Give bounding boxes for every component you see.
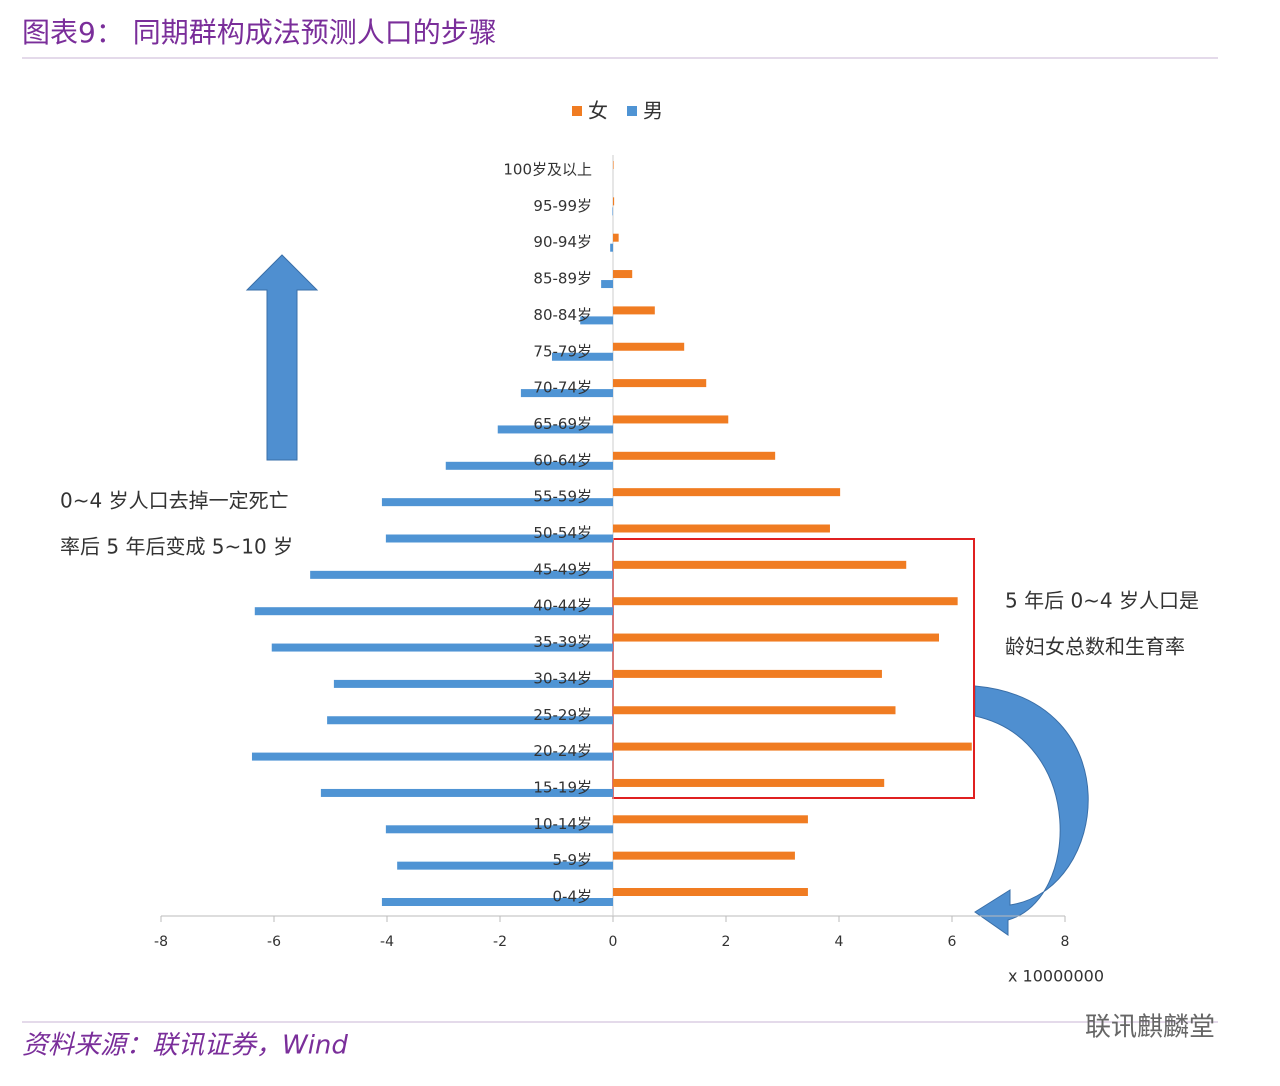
y-tick-label: 15-19岁 <box>533 778 592 796</box>
x-tick-label: 0 <box>609 934 618 950</box>
y-tick-label: 95-99岁 <box>533 197 592 215</box>
y-tick-label: 55-59岁 <box>533 488 592 506</box>
bar <box>385 534 613 543</box>
bar <box>327 716 613 725</box>
chart-title: 图表9： 同期群构成法预测人口的步骤 <box>22 16 497 49</box>
y-tick-label: 80-84岁 <box>533 306 592 324</box>
x-tick-label: -4 <box>380 934 394 950</box>
up-arrow <box>245 254 319 461</box>
bar <box>613 233 619 242</box>
bar <box>613 488 841 497</box>
y-tick-label: 70-74岁 <box>533 379 592 397</box>
source: 资料来源：联讯证券，Wind <box>22 1031 348 1061</box>
bar <box>613 197 615 206</box>
bar <box>613 888 808 896</box>
bar <box>613 633 940 642</box>
bar <box>251 752 613 761</box>
y-tick-label: 90-94岁 <box>533 233 592 251</box>
bar <box>613 415 729 424</box>
x-unit-label: x 10000000 <box>1008 967 1104 986</box>
bar <box>551 352 613 361</box>
annotation: 0~4 岁人口去掉一定死亡 <box>60 489 289 513</box>
y-tick-label: 75-79岁 <box>533 342 592 360</box>
bar <box>310 570 613 579</box>
bar <box>613 851 795 860</box>
highlight-box <box>612 538 975 799</box>
annotation: 5 年后 0~4 岁人口是 <box>1005 589 1199 613</box>
bar <box>613 161 614 169</box>
bar <box>613 597 958 606</box>
bar <box>601 280 613 289</box>
y-tick-label: 20-24岁 <box>533 742 592 760</box>
y-tick-label: 35-39岁 <box>533 633 592 651</box>
bar <box>320 788 613 797</box>
y-tick-label: 5-9岁 <box>553 851 593 869</box>
bar <box>254 607 614 616</box>
x-tick-label: -8 <box>154 934 168 950</box>
bar <box>613 560 907 569</box>
x-tick-label: 8 <box>1061 934 1070 950</box>
x-tick-label: -2 <box>493 934 507 950</box>
y-tick-label: 100岁及以上 <box>503 161 592 179</box>
annotation: 龄妇女总数和生育率 <box>1005 635 1185 659</box>
y-tick-label: 65-69岁 <box>533 415 592 433</box>
bar <box>497 425 613 434</box>
bar <box>613 524 830 533</box>
bar <box>397 861 613 870</box>
bar <box>613 669 882 678</box>
bar <box>381 498 613 507</box>
bar <box>271 643 613 652</box>
bar <box>381 898 613 906</box>
y-tick-label: 10-14岁 <box>533 815 592 833</box>
bar <box>613 306 655 315</box>
bar <box>613 342 685 351</box>
watermark: 联讯麒麟堂 <box>1085 1013 1215 1043</box>
y-tick-label: 60-64岁 <box>533 451 592 469</box>
bar <box>612 207 613 216</box>
bar <box>613 270 633 279</box>
y-tick-label: 85-89岁 <box>533 270 592 288</box>
x-tick-label: 2 <box>722 934 731 950</box>
legend-label: 男 <box>643 99 663 123</box>
legend-label: 女 <box>588 99 608 123</box>
bar <box>580 316 613 325</box>
bar <box>613 742 972 751</box>
bar <box>613 706 896 715</box>
bar <box>613 379 707 388</box>
bar <box>333 679 613 688</box>
y-tick-label: 30-34岁 <box>533 669 592 687</box>
bar <box>613 451 776 460</box>
y-tick-label: 50-54岁 <box>533 524 592 542</box>
legend-swatch <box>627 106 637 116</box>
y-tick-label: 40-44岁 <box>533 597 592 615</box>
y-tick-label: 45-49岁 <box>533 560 592 578</box>
bar <box>613 778 885 787</box>
bar <box>613 815 808 824</box>
curved-arrow <box>974 685 1089 936</box>
x-tick-label: 4 <box>835 934 844 950</box>
annotation: 率后 5 年后变成 5~10 岁 <box>60 535 293 559</box>
bar <box>520 389 613 398</box>
y-tick-label: 0-4岁 <box>553 888 593 906</box>
bar <box>385 825 613 834</box>
bar <box>445 461 613 470</box>
legend-swatch <box>572 106 582 116</box>
x-tick-label: 6 <box>948 934 957 950</box>
x-tick-label: -6 <box>267 934 281 950</box>
y-tick-label: 25-29岁 <box>533 706 592 724</box>
bar <box>610 243 613 252</box>
